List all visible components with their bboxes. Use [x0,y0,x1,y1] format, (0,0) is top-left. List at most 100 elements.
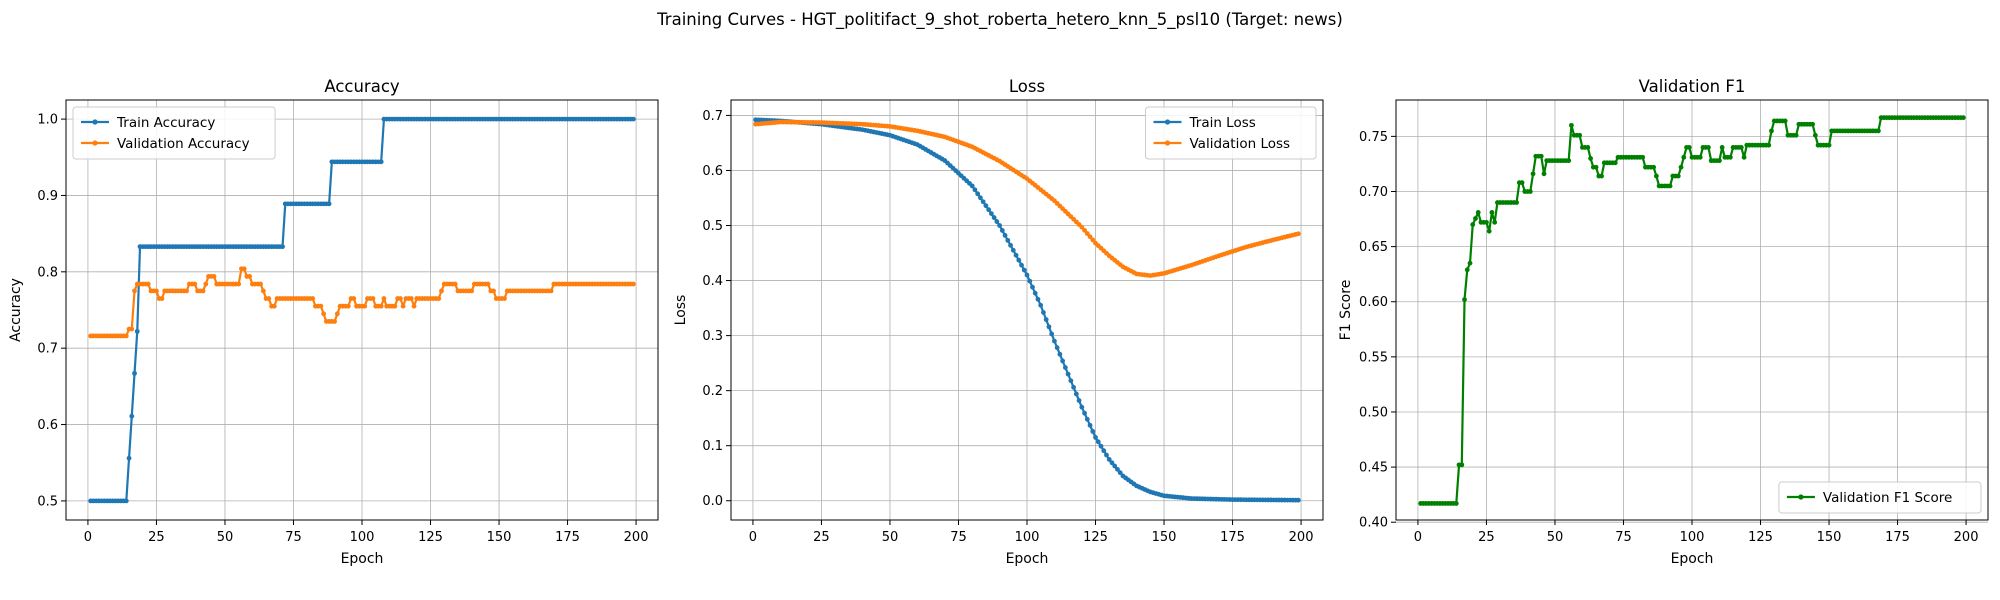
x-tick-label: 100 [1015,530,1040,545]
data-point [326,201,332,207]
x-tick-label: 125 [1083,530,1108,545]
data-point [258,281,263,287]
y-tick-label: 0.3 [702,329,723,344]
data-point [280,244,285,250]
x-tick-label: 0 [84,530,92,545]
data-point [1467,260,1473,266]
data-point [1295,497,1301,503]
legend-frame [1145,106,1317,160]
data-point [452,281,458,287]
data-point [1566,158,1572,164]
data-point [1032,290,1038,296]
data-point [1016,257,1022,263]
data-point [1473,216,1478,221]
legend: Train Accuracy Validation Accuracy [72,106,276,160]
legend: Train Loss Validation Loss [1145,106,1317,160]
y-tick-label: 0.75 [1359,130,1388,145]
legend-entry: Validation F1 Score [1786,490,1952,506]
data-point [1019,262,1024,268]
data-point [1812,132,1818,138]
x-axis-label: Epoch [1006,551,1049,567]
x-tick-label: 200 [1289,530,1314,545]
data-point [1087,234,1093,240]
x-tick-label: 0 [1414,530,1422,545]
x-tick-label: 25 [813,530,830,545]
data-point [184,288,189,294]
data-point [1782,118,1788,124]
data-point [1697,154,1703,160]
data-point [236,281,242,287]
data-point [1095,439,1101,445]
data-point [980,199,986,205]
data-point [1082,227,1087,233]
x-tick-label: 75 [285,530,302,545]
data-point [1054,345,1060,351]
data-point [1090,237,1096,243]
data-point [1651,164,1657,170]
data-point [1084,231,1090,236]
y-tick-label: 0.50 [1359,405,1388,420]
data-point [123,498,129,504]
data-point [1585,145,1591,150]
data-point [345,303,351,309]
y-tick-label: 0.45 [1359,461,1388,476]
x-tick-label: 75 [1615,530,1632,545]
legend-label: Train Accuracy [116,115,215,131]
data-point [1681,154,1687,160]
data-point [1076,398,1082,403]
data-point [321,311,327,317]
x-tick-label: 150 [1152,530,1177,545]
data-point [1073,391,1079,397]
y-tick-label: 0.60 [1359,295,1388,310]
data-point [469,288,475,294]
data-point [1453,501,1459,506]
data-point [1470,222,1476,227]
data-point [436,296,442,301]
data-point [134,328,140,334]
data-point [502,296,507,301]
x-tick-label: 200 [1954,530,1979,545]
data-point [1640,154,1646,160]
data-point [1024,272,1030,278]
data-point [1090,428,1096,434]
legend: Validation F1 Score [1778,481,1982,514]
data-point [994,219,1000,224]
data-point [1106,457,1112,462]
x-tick-label: 175 [1220,530,1245,545]
y-axis-label: Accuracy [8,278,24,342]
data-point [1464,267,1470,273]
data-point [1826,142,1832,148]
data-point [1049,331,1055,337]
subplot-title: Loss [1009,77,1045,96]
data-point [1492,219,1498,225]
data-point [969,183,975,189]
data-point [1769,128,1774,134]
subplot-title: Validation F1 [1639,77,1746,96]
data-point [1577,132,1583,138]
data-point [370,296,376,301]
data-point [975,191,981,197]
data-point [1065,371,1071,377]
y-tick-label: 0.0 [702,494,723,509]
data-point [1101,448,1107,454]
data-point [378,303,384,309]
data-point [1717,158,1722,164]
data-point [200,288,206,294]
data-point [1021,267,1027,273]
data-point [999,228,1005,233]
data-point [491,288,496,294]
x-tick-label: 175 [555,530,580,545]
data-point [310,296,316,301]
legend-marker [1164,140,1171,146]
data-point [1675,173,1681,179]
data-point [1593,164,1599,170]
data-point [132,288,137,294]
data-point [1538,153,1544,159]
data-point [986,207,992,213]
data-point [1115,466,1120,472]
legend-frame [1778,481,1982,514]
y-tick-label: 0.55 [1359,350,1388,365]
data-point [260,288,266,294]
data-point [1079,404,1085,410]
